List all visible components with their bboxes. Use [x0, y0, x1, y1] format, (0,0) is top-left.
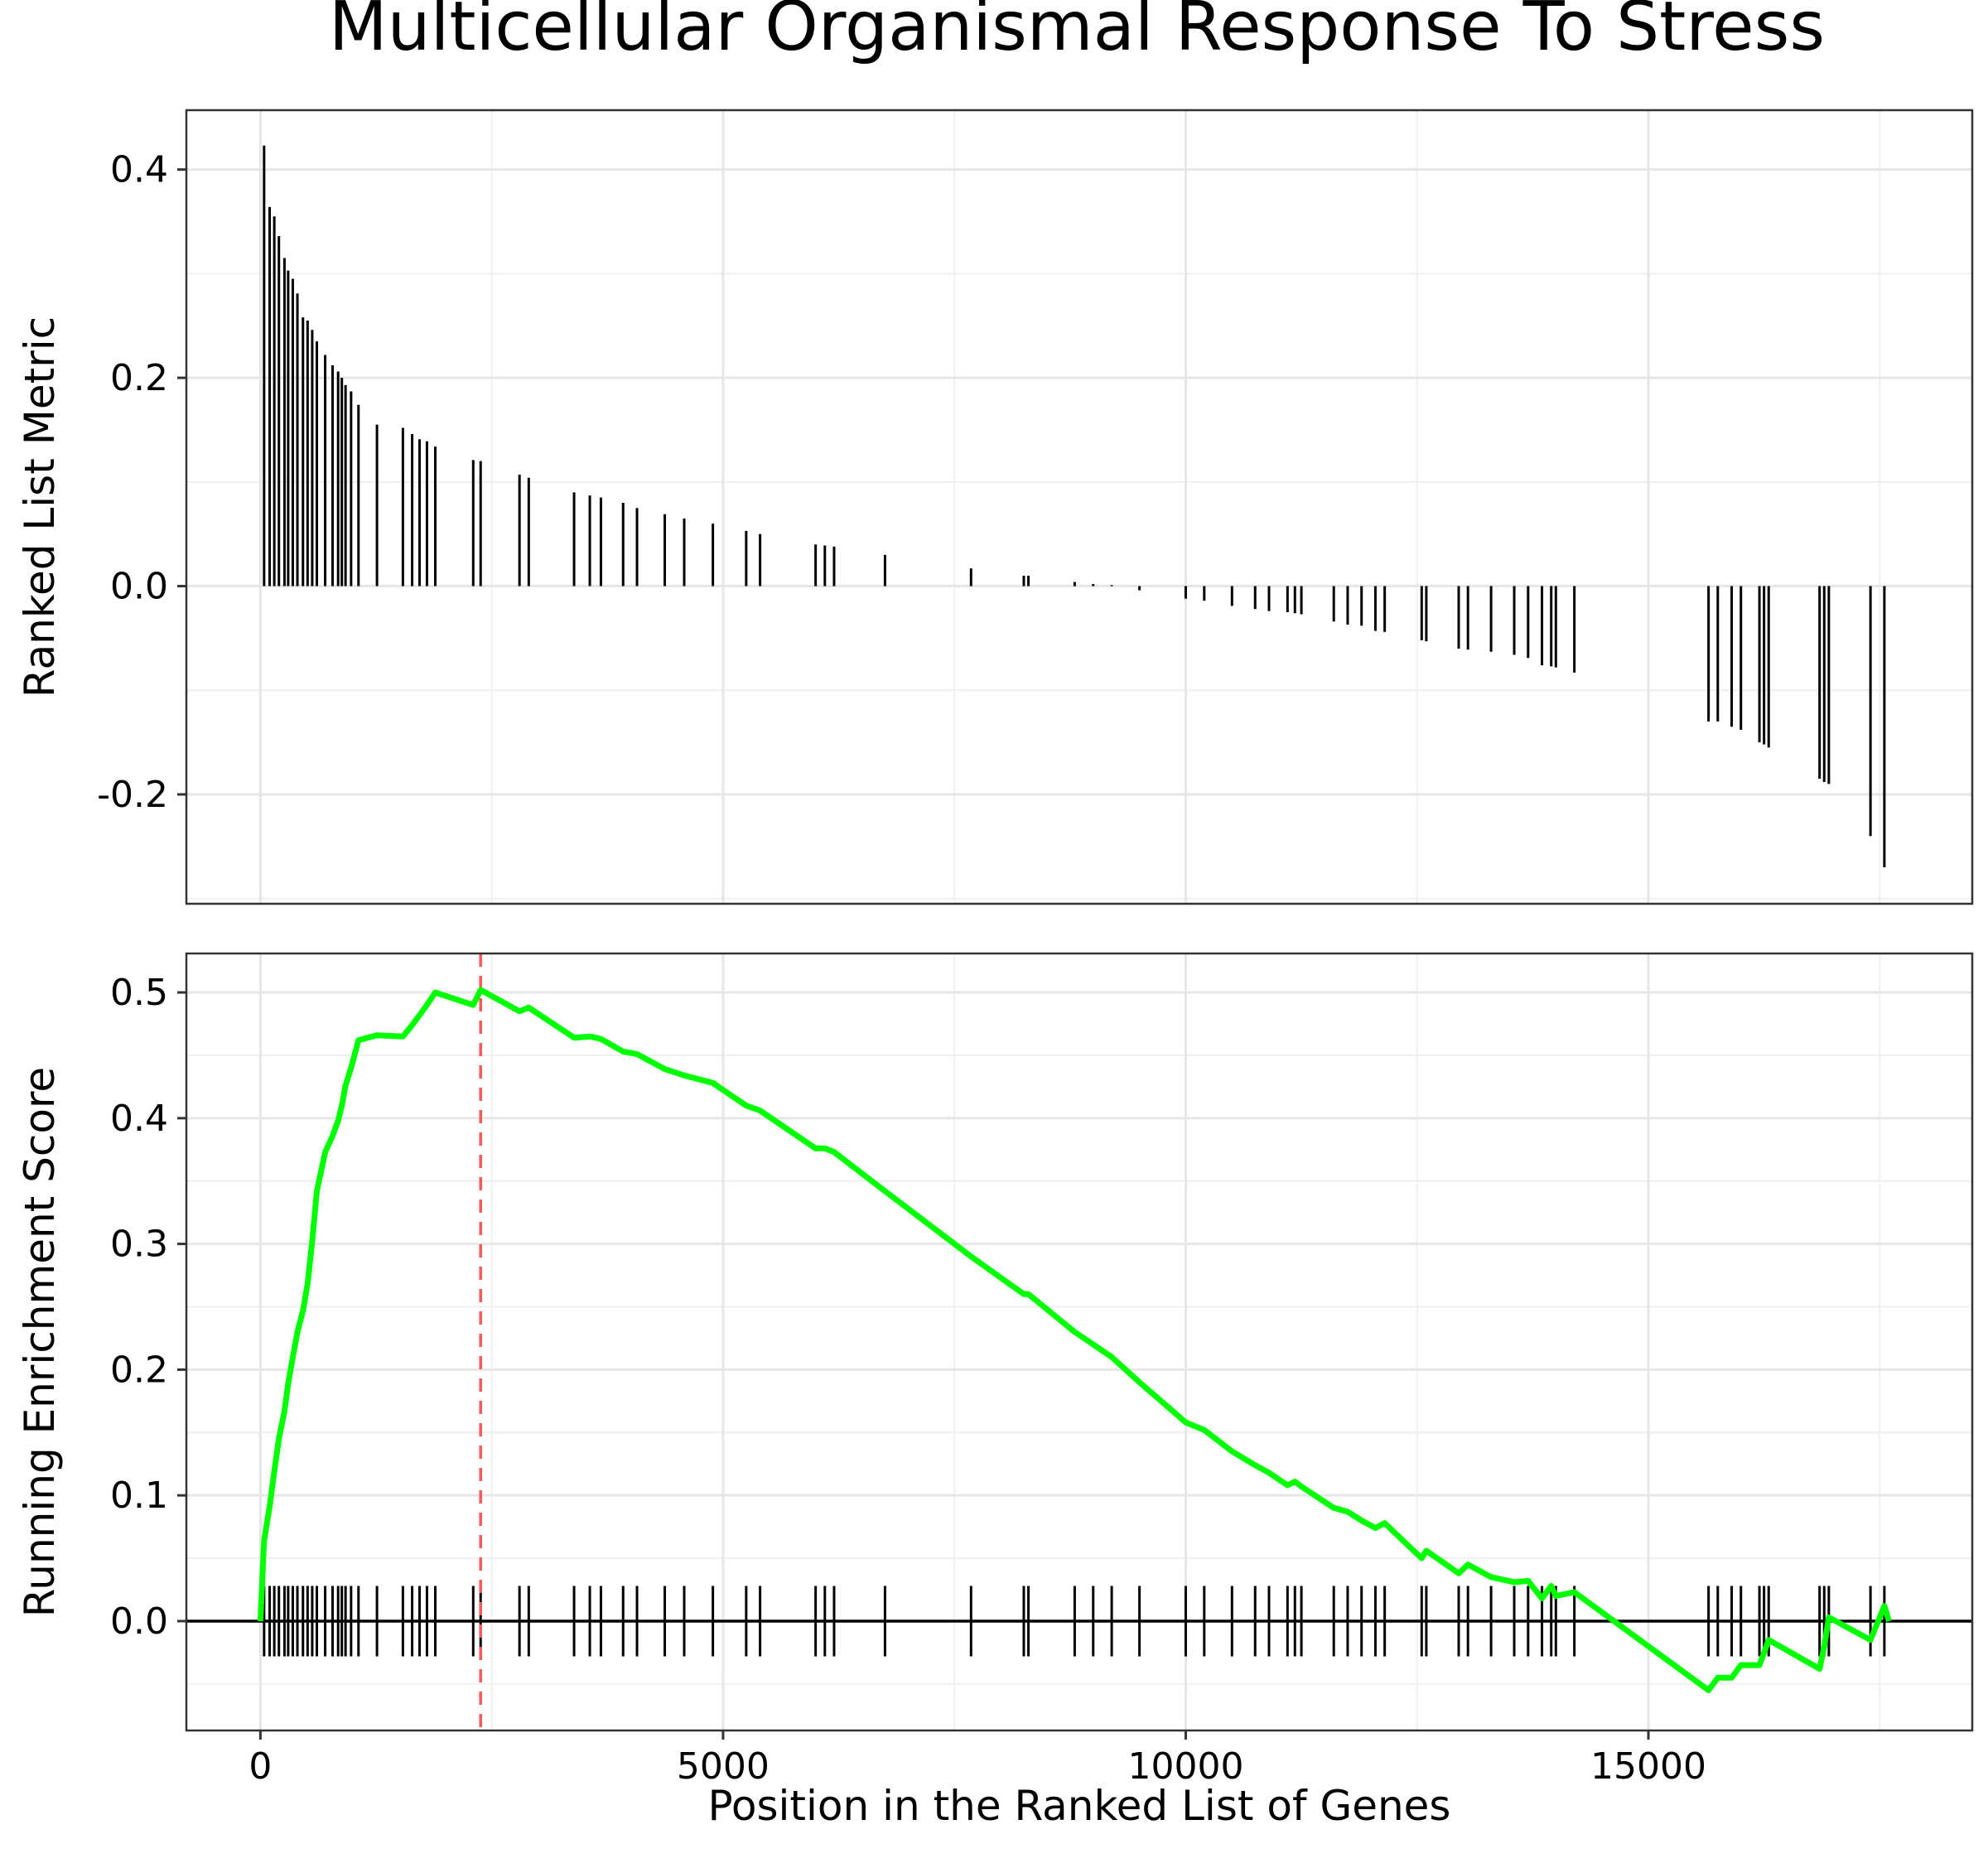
x-tick-label: 0	[248, 1745, 272, 1788]
y-tick-label: 0.0	[110, 1600, 168, 1643]
running-enrichment-panel: 0.0 0.1 0.2 0.3 0.4 0.5 0 5000 10000 15000 Runni…	[16, 952, 1974, 1830]
y-tick-label: 0.5	[110, 972, 168, 1014]
ranked-metric-panel: -0.2 0.0 0.2 0.4 Ranked List Metric	[16, 109, 1974, 905]
running-enrichment-ylabel: Running Enrichment Score	[16, 1067, 64, 1617]
x-axis-label: Position in the Ranked List of Genes	[708, 1782, 1451, 1830]
y-tick-label: 0.1	[110, 1475, 168, 1517]
running-enrichment-y-ticks: 0.0 0.1 0.2 0.3 0.4 0.5	[110, 972, 186, 1643]
ranked-metric-grid	[186, 110, 1972, 904]
x-tick-label: 15000	[1590, 1745, 1706, 1788]
y-tick-label: 0.3	[110, 1224, 168, 1266]
chart-title: Multicellular Organismal Response To Str…	[329, 0, 1825, 66]
ranked-metric-bars	[263, 145, 1886, 867]
running-enrichment-grid	[186, 953, 1972, 1730]
x-tick-label: 10000	[1127, 1745, 1243, 1788]
running-score-line	[257, 987, 1892, 1693]
x-tick-label: 5000	[677, 1745, 770, 1788]
y-tick-label: 0.2	[110, 1349, 168, 1391]
y-tick-label: 0.4	[110, 149, 168, 191]
ranked-metric-y-ticks: -0.2 0.0 0.2 0.4	[97, 149, 186, 816]
ranked-metric-ylabel: Ranked List Metric	[16, 316, 64, 697]
running-enrichment-frame	[185, 952, 1974, 1732]
x-axis-ticks: 0 5000 10000 15000	[248, 1730, 1706, 1788]
y-tick-label: -0.2	[97, 774, 168, 816]
ranked-metric-frame	[185, 109, 1974, 905]
y-tick-label: 0.0	[110, 566, 168, 608]
y-tick-label: 0.4	[110, 1098, 168, 1140]
y-tick-label: 0.2	[110, 357, 168, 399]
